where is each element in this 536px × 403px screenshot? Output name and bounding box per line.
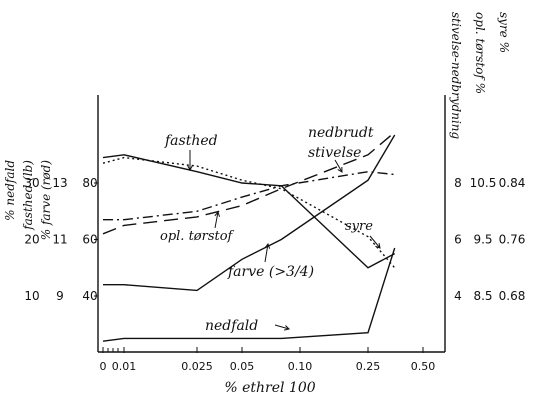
right-tick-label: 8 [454, 176, 462, 190]
left-tick-label: 10 [24, 289, 39, 303]
pointer-arrow [334, 159, 343, 173]
curve-label: fasthed [164, 133, 218, 149]
curve-label: farve (>3/4) [227, 264, 314, 280]
curve-label: nedbrudt [308, 125, 374, 141]
curve-label: nedfald [205, 318, 258, 334]
series-line-fasthed [102, 154, 396, 269]
left-axis-title: % nedfald [3, 160, 17, 221]
left-tick-label: 13 [52, 176, 67, 190]
left-tick-label: 11 [52, 233, 67, 247]
right-tick-label: 10.5 [470, 176, 497, 190]
right-tick-label: 0.68 [499, 289, 526, 303]
curve-label: syre [345, 219, 373, 234]
right-tick-label: 0.84 [499, 176, 526, 190]
left-tick-label: 80 [82, 176, 97, 190]
x-tick-label: 0.01 [112, 360, 137, 373]
x-tick-label: 0 [100, 360, 107, 373]
x-tick-label: 0.10 [288, 360, 313, 373]
pointer-arrowhead [337, 166, 343, 173]
left-tick-label: 20 [24, 233, 39, 247]
right-tick-label: 4 [454, 289, 462, 303]
pointer-arrow [264, 243, 269, 263]
series-line-nedbrudt-stivelse [102, 131, 396, 235]
pointer-arrowhead [264, 242, 271, 249]
x-tick-label: 0.05 [230, 360, 255, 373]
series-lines [102, 131, 396, 342]
series-line-farve-3-4 [103, 134, 396, 292]
right-tick-label: 9.5 [473, 233, 492, 247]
left-tick-label: 9 [56, 289, 64, 303]
x-tick-label: 0.025 [181, 360, 213, 373]
pointer-arrow [274, 324, 290, 330]
curve-label: stivelse [308, 145, 361, 161]
pointer-arrowhead [375, 242, 381, 249]
right-axis-title: opl. tørstof % [473, 12, 487, 94]
chart-labels: % ethrel 100 % nedfald fasthed (lb) % farve… [3, 12, 511, 396]
left-axis-title: fasthed (lb) [21, 160, 35, 231]
pointer-arrowhead [187, 165, 193, 172]
pointer-arrow [214, 211, 219, 229]
x-tick-label: 0.25 [356, 360, 381, 373]
curve-label: opl. tørstof [160, 229, 235, 244]
x-axis-title: % ethrel 100 [224, 380, 315, 396]
x-tick-label: 0.50 [411, 360, 436, 373]
left-tick-label: 30 [24, 176, 39, 190]
pointer-arrowhead [284, 325, 291, 331]
pointer-arrow [369, 235, 381, 249]
axes: 0 0.01 0.025 0.05 0.10 0.25 0.50 30 13 80 20 11 60 10… [24, 95, 525, 373]
left-axis-title: % farve (rød) [39, 160, 53, 241]
series-line-nedfald [102, 247, 396, 342]
right-tick-label: 8.5 [473, 289, 492, 303]
right-axis-title: syre % [497, 12, 511, 53]
right-tick-label: 6 [454, 233, 462, 247]
pointer-arrowhead [214, 210, 221, 217]
left-tick-label: 60 [82, 233, 97, 247]
right-axis-title: stivelse-nedbrydning [449, 12, 463, 140]
right-tick-label: 0.76 [499, 233, 526, 247]
series-line-opl-t-rstof [103, 170, 395, 221]
left-tick-label: 40 [82, 289, 97, 303]
series-line-syre [102, 156, 396, 269]
